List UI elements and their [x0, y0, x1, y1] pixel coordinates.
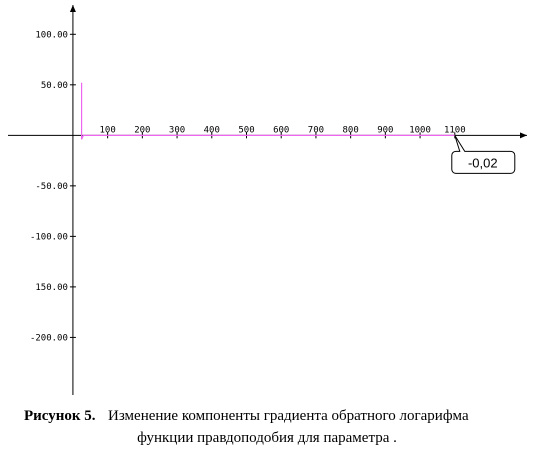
y-tick-label: -50.00 [35, 182, 68, 192]
y-tick-label: -100.00 [30, 232, 68, 242]
x-tick-label: 1000 [409, 125, 431, 135]
x-tick-label: 800 [343, 125, 359, 135]
x-tick-label: 700 [308, 125, 324, 135]
caption-line: функции правдоподобия для параметра . [137, 430, 397, 446]
x-tick-label: 300 [169, 125, 185, 135]
annotation-box [451, 135, 516, 174]
y-arrow [69, 5, 76, 12]
annotation-text: -0,02 [468, 155, 498, 170]
x-tick-label: 600 [273, 125, 289, 135]
y-tick-label: 150.00 [35, 283, 68, 293]
caption-label: Рисунок 5. [24, 408, 96, 424]
x-tick-label: 100 [100, 125, 116, 135]
y-tick-label: 100.00 [35, 30, 68, 40]
x-tick-label: 900 [377, 125, 393, 135]
caption-line: Изменение компоненты градиента обратного… [108, 408, 469, 424]
x-arrow [520, 132, 527, 139]
y-tick-label: -200.00 [30, 333, 68, 343]
x-tick-label: 1100 [444, 125, 466, 135]
y-tick-label: 50.00 [41, 81, 68, 91]
x-tick-label: 200 [134, 125, 150, 135]
series-line [80, 82, 455, 140]
x-tick-label: 400 [204, 125, 220, 135]
x-tick-label: 500 [238, 125, 254, 135]
